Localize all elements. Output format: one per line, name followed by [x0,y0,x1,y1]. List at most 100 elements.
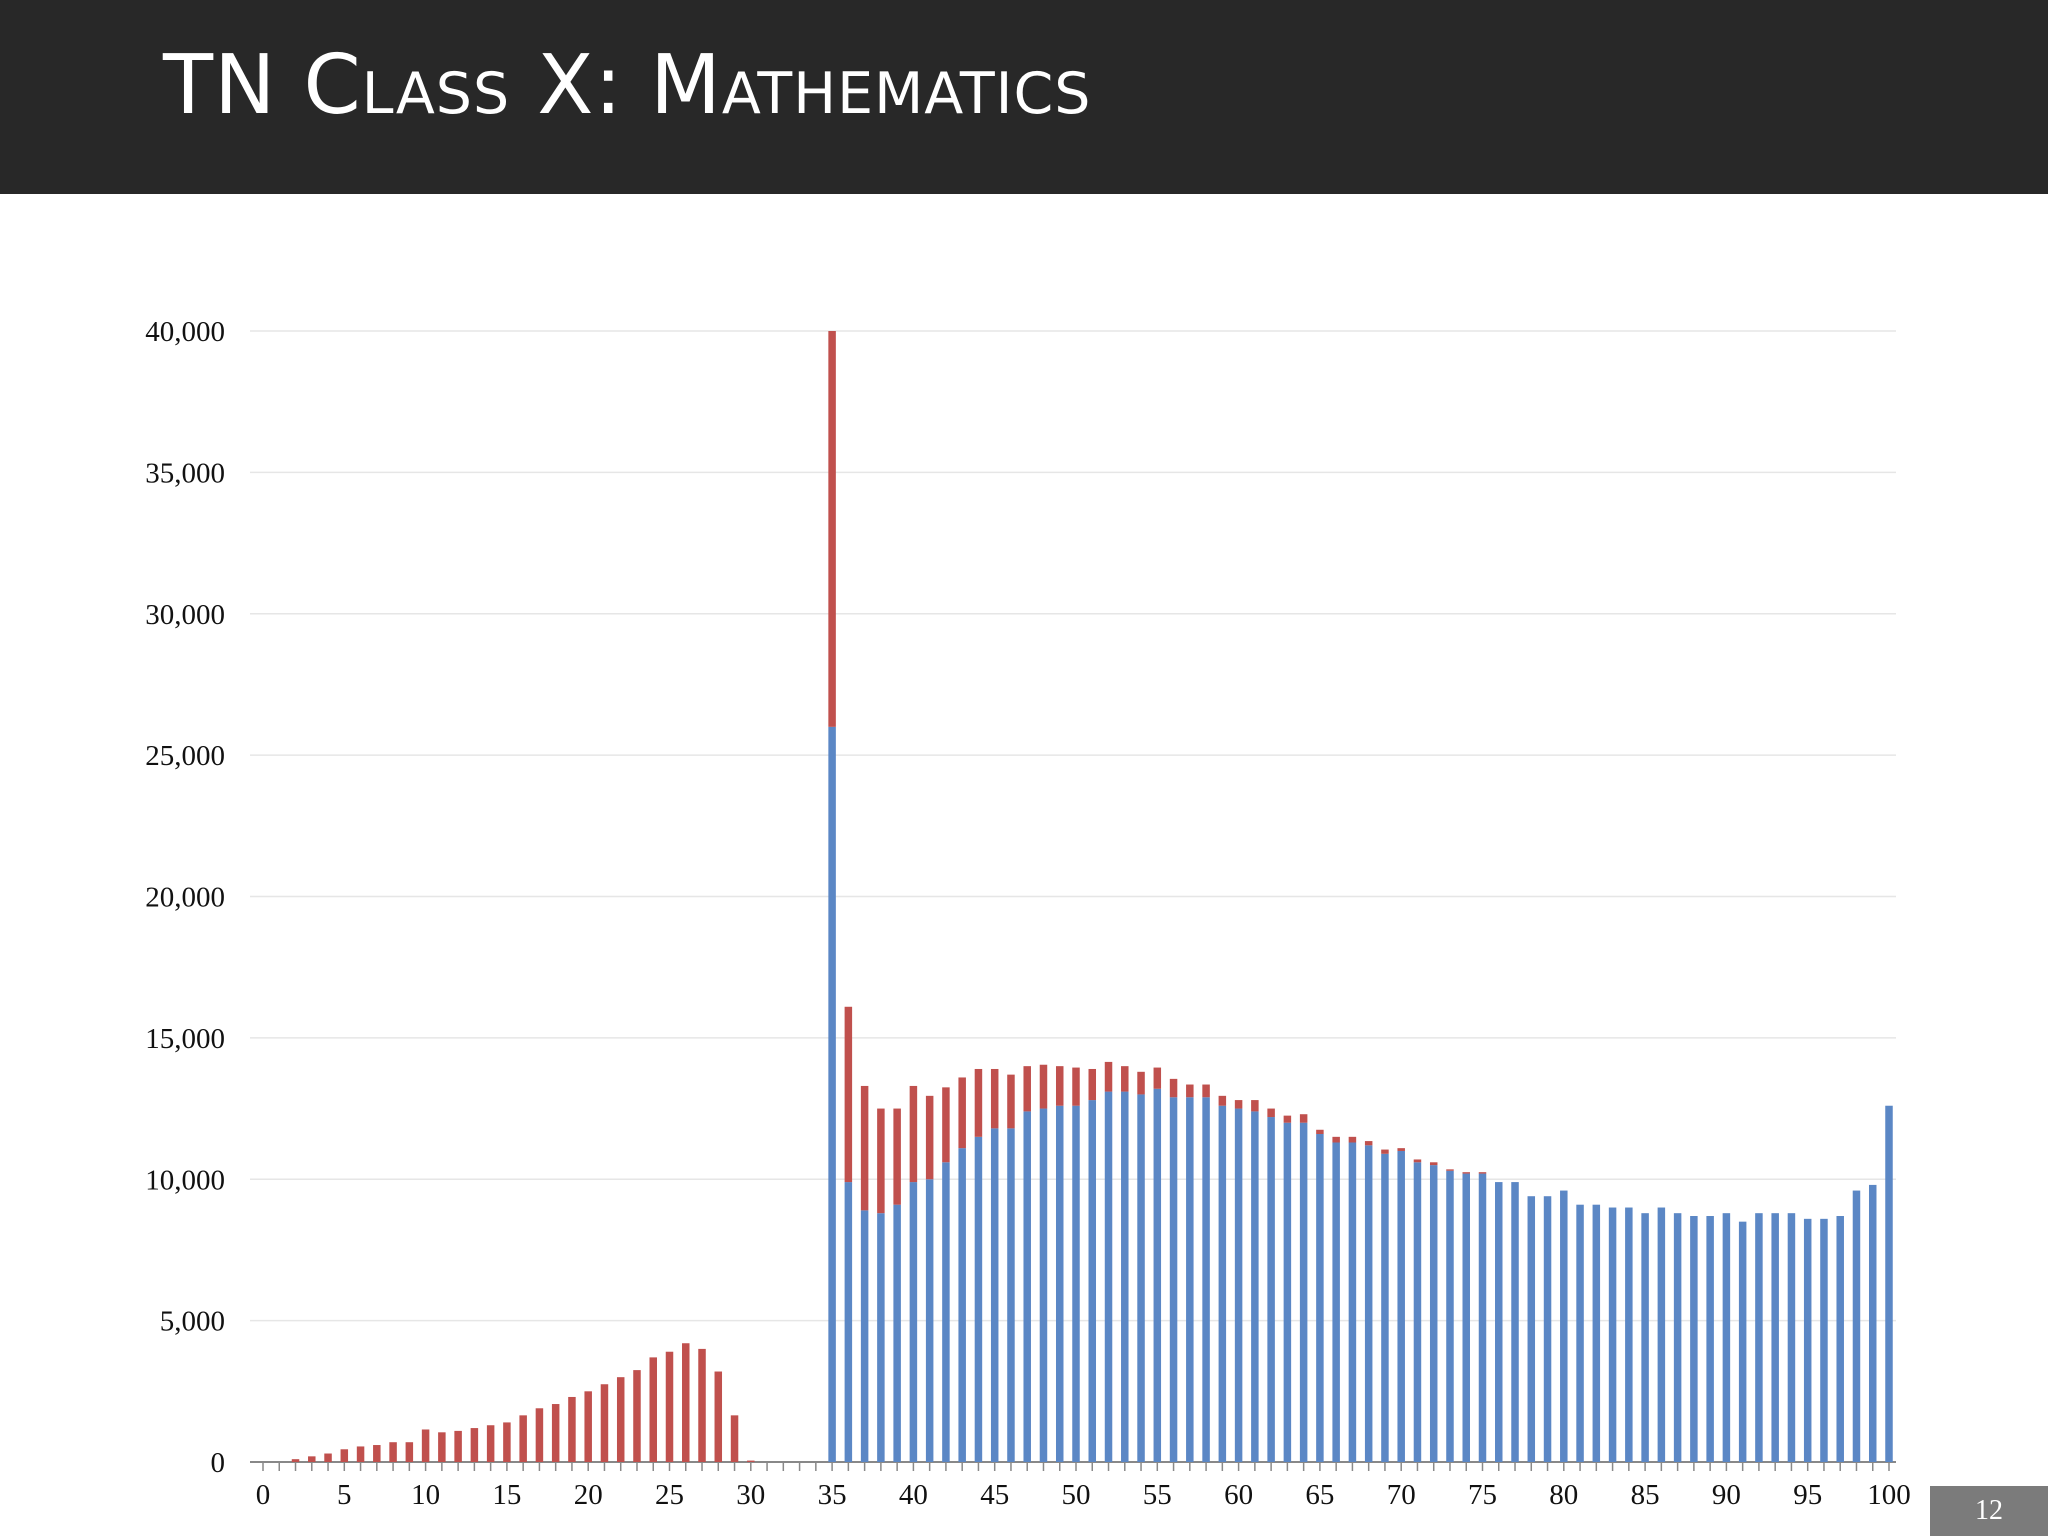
x-tick-label: 45 [980,1479,1009,1511]
bar-segment-red [1007,1074,1015,1129]
bar-segment-red [633,1370,641,1462]
bar-segment-red [1055,1066,1064,1106]
x-tick-label: 5 [337,1479,352,1511]
bar-segment-blue [958,1148,966,1462]
bar-segment-red [925,1095,934,1180]
bar-segment-red [714,1371,723,1462]
bar-segment-blue [1495,1182,1503,1462]
bar-segment-blue [990,1128,999,1462]
bar-segment-red [535,1408,544,1462]
y-tick-label: 15,000 [145,1023,225,1055]
bar-segment-blue [1787,1213,1796,1462]
x-tick-label: 80 [1549,1479,1578,1511]
bar-segment-red [324,1453,332,1462]
bar-segment-red [649,1357,657,1462]
bar-segment-red [1234,1100,1243,1109]
bar-segment-blue [1527,1196,1536,1462]
x-tick-label: 55 [1143,1479,1172,1511]
bar-segment-blue [1234,1108,1243,1462]
bar-segment-blue [860,1210,869,1462]
bar-segment-blue [1186,1097,1194,1462]
bar-segment-blue [1169,1097,1178,1462]
bar-segment-blue [1397,1150,1405,1462]
x-tick-label: 75 [1468,1479,1497,1511]
bar-segment-red [1104,1061,1113,1092]
y-tick-label: 10,000 [145,1164,225,1196]
bar-segment-red [454,1430,462,1462]
bar-segment-blue [1251,1111,1259,1462]
bar-segment-red [291,1459,300,1462]
bar-segment-red [584,1391,592,1462]
bar-segment-red [730,1415,739,1462]
bar-segment-red [308,1456,316,1462]
bar-segment-red [421,1429,430,1462]
bar-segment-red [1251,1100,1259,1112]
bar-segment-blue [1543,1196,1552,1462]
bar-segment-red [860,1085,869,1211]
bar-segment-blue [1771,1213,1779,1462]
bar-segment-red [1462,1172,1470,1174]
bar-segment-blue [1121,1091,1129,1462]
bar-segment-blue [893,1204,901,1462]
bar-segment-red [1299,1114,1308,1123]
x-tick-label: 15 [492,1479,521,1511]
bar-segment-red [1088,1068,1097,1101]
bar-segment-red [974,1068,983,1137]
y-tick-label: 20,000 [145,882,225,914]
bar-segment-red [373,1445,381,1462]
bar-segment-blue [1592,1204,1601,1462]
bar-segment-red [698,1348,706,1462]
x-tick-label: 65 [1305,1479,1334,1511]
bar-segment-red [503,1422,511,1462]
bar-segment-blue [1202,1097,1210,1462]
bar-segment-blue [1055,1105,1064,1462]
bar-segment-red [942,1087,950,1163]
bar-segment-blue [1690,1216,1698,1462]
bar-segment-blue [1722,1213,1731,1462]
bar-segment-red [1316,1129,1324,1135]
bar-segment-red [389,1442,397,1462]
bar-segment-blue [1137,1094,1145,1462]
bar-segment-red [1169,1078,1178,1098]
x-tick-label: 40 [899,1479,928,1511]
bar-segment-blue [1283,1122,1292,1462]
bar-segment-red [1429,1162,1438,1166]
bar-segment-red [844,1006,853,1183]
bar-segment-red [747,1460,755,1462]
x-tick-label: 10 [411,1479,440,1511]
bar-segment-red [1348,1136,1357,1143]
x-tick-label: 30 [736,1479,765,1511]
bar-segment-red [990,1068,999,1129]
x-tick-label: 100 [1867,1479,1911,1511]
bar-segment-red [1267,1108,1275,1118]
bar-segment-red [682,1343,690,1462]
bar-segment-blue [1852,1190,1861,1462]
bar-segment-blue [1836,1216,1844,1462]
bar-segment-red [486,1425,495,1462]
bar-segment-red [1364,1141,1373,1146]
bar-segment-red [519,1415,527,1462]
bar-segment-blue [1755,1213,1763,1462]
bar-segment-blue [1104,1091,1113,1462]
bar-segment-blue [1738,1221,1747,1462]
title-bar: TN Class X: Mathematics [0,0,2048,194]
bar-segment-red [828,331,836,727]
bar-segment-blue [1478,1173,1487,1462]
y-tick-label: 25,000 [145,740,225,772]
bar-segment-blue [1657,1207,1666,1462]
bar-segment-blue [909,1182,918,1462]
bar-segment-red [1153,1067,1162,1089]
bar-segment-red [909,1085,918,1183]
bar-segment-red [1397,1148,1405,1151]
bar-segment-blue [1462,1173,1470,1462]
bar-segment-blue [1381,1153,1389,1462]
bar-segment-red [356,1446,365,1462]
bar-segment-red [1039,1064,1048,1109]
bar-segment-blue [1299,1122,1308,1462]
bar-segment-blue [1007,1128,1015,1462]
bar-segment-red [1137,1071,1145,1095]
bar-segment-red [1023,1066,1031,1112]
y-tick-label: 5,000 [160,1306,225,1338]
x-tick-label: 60 [1224,1479,1253,1511]
